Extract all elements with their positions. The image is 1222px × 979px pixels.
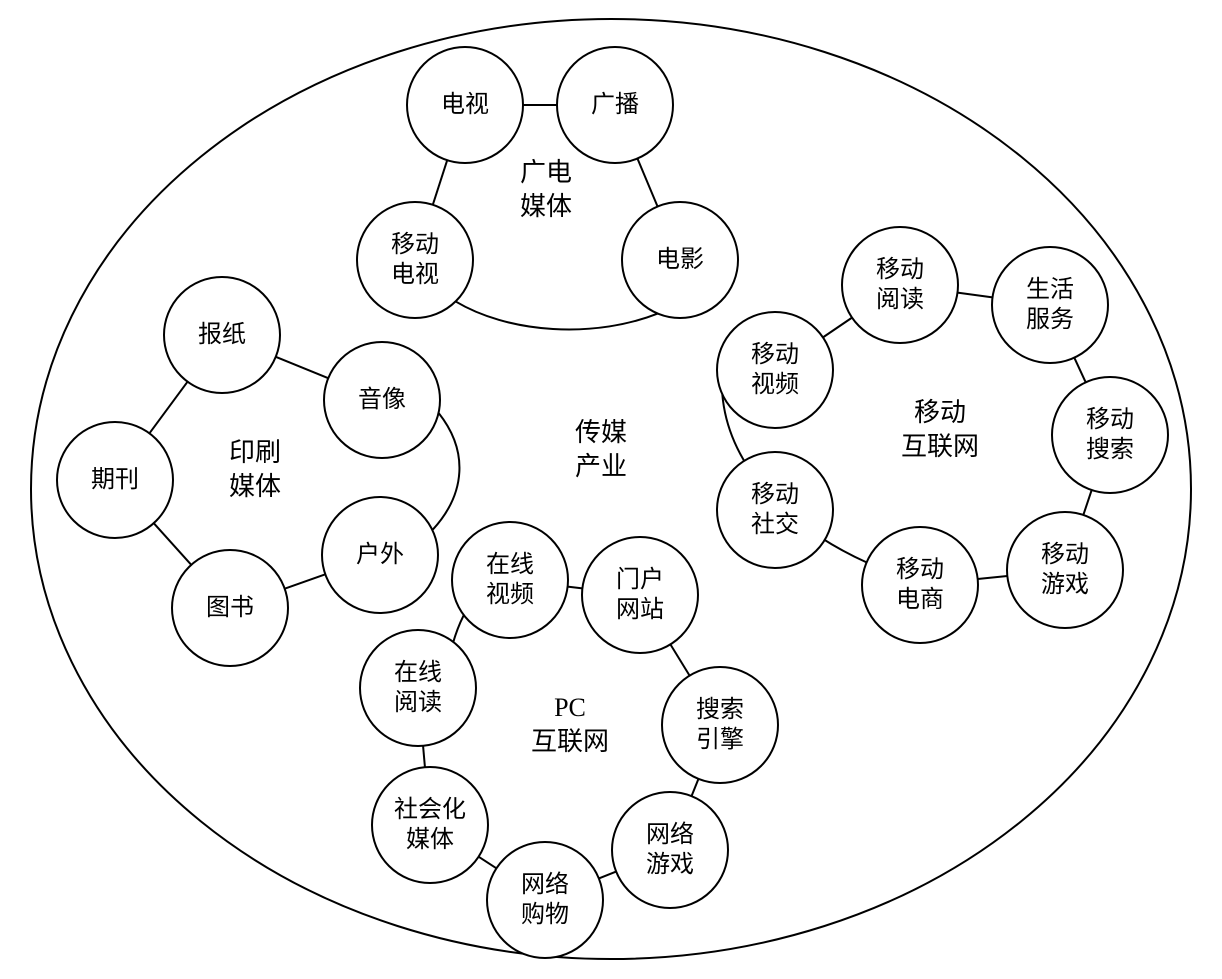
node-journal bbox=[57, 422, 173, 538]
edge-m-search-m-game bbox=[1083, 490, 1091, 515]
node-m-social bbox=[717, 452, 833, 568]
edge-m-video-m-read bbox=[823, 318, 852, 338]
node-outdoor bbox=[322, 497, 438, 613]
edge-web-shop-social-media bbox=[479, 857, 497, 869]
edge-m-read-life-svc bbox=[957, 293, 992, 298]
node-m-read bbox=[842, 227, 958, 343]
edge-book-outdoor bbox=[285, 574, 326, 588]
node-audio-vis bbox=[324, 342, 440, 458]
node-tv bbox=[407, 47, 523, 163]
node-life-svc bbox=[992, 247, 1108, 363]
node-web-game bbox=[612, 792, 728, 908]
node-radio bbox=[557, 47, 673, 163]
node-mobile-tv bbox=[357, 202, 473, 318]
edge-portal-search bbox=[670, 644, 689, 675]
node-portal bbox=[582, 537, 698, 653]
node-online-video bbox=[452, 522, 568, 638]
node-book bbox=[172, 550, 288, 666]
edge-online-video-portal bbox=[568, 587, 583, 589]
node-newspaper bbox=[164, 277, 280, 393]
edge-newspaper-journal bbox=[149, 382, 187, 434]
edge-tv-mobile-tv bbox=[433, 160, 447, 205]
node-m-search bbox=[1052, 377, 1168, 493]
edge-web-game-web-shop bbox=[599, 872, 616, 879]
diagram-canvas bbox=[0, 0, 1222, 979]
node-social-media bbox=[372, 767, 488, 883]
edge-journal-book bbox=[154, 523, 191, 565]
edge-newspaper-audio-vis bbox=[276, 357, 329, 378]
edge-social-media-online-read bbox=[423, 746, 425, 767]
edge-radio-film bbox=[637, 158, 657, 206]
edges-group bbox=[149, 105, 1091, 878]
edge-life-svc-m-search bbox=[1074, 358, 1085, 383]
node-m-video bbox=[717, 312, 833, 428]
node-film bbox=[622, 202, 738, 318]
edge-search-web-game bbox=[692, 779, 699, 796]
node-online-read bbox=[360, 630, 476, 746]
node-m-game bbox=[1007, 512, 1123, 628]
arc-print bbox=[432, 413, 459, 530]
arc-broadcast bbox=[456, 301, 658, 329]
node-web-shop bbox=[487, 842, 603, 958]
edge-m-game-m-ecom bbox=[978, 576, 1008, 579]
node-search bbox=[662, 667, 778, 783]
nodes-group bbox=[57, 47, 1168, 958]
node-m-ecom bbox=[862, 527, 978, 643]
